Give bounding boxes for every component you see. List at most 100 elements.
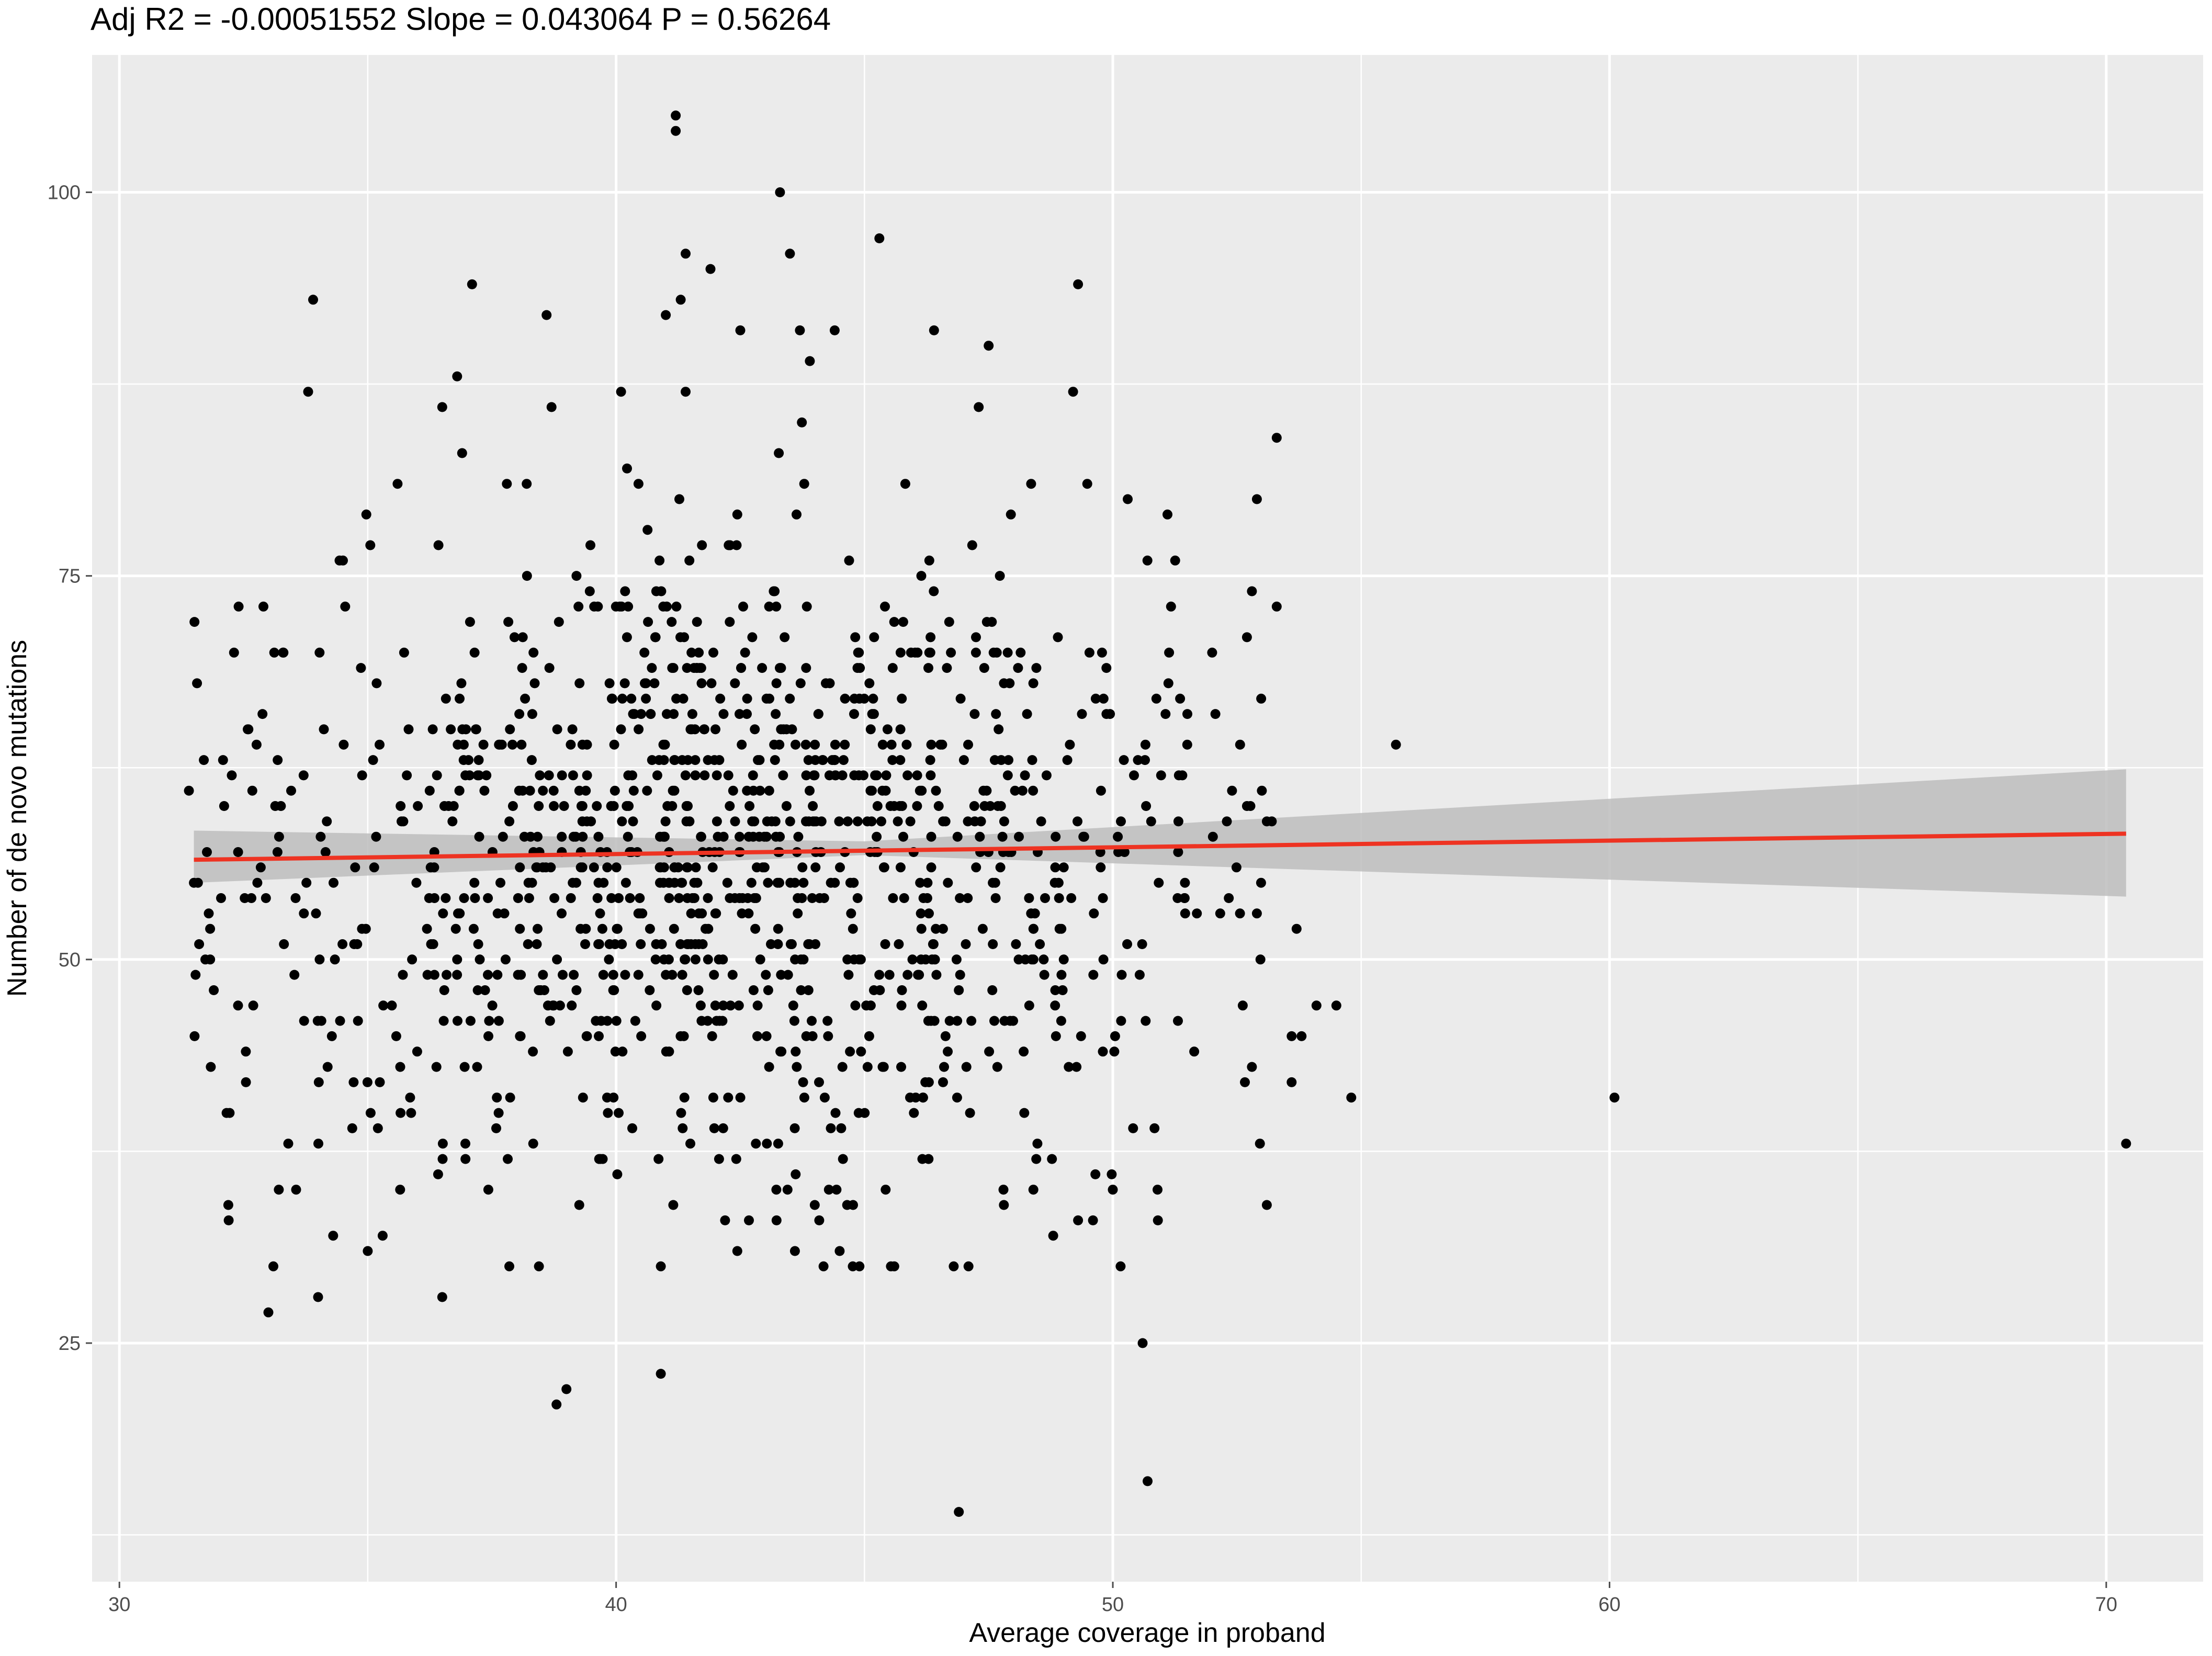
data-point bbox=[1019, 1108, 1030, 1118]
data-point bbox=[709, 1123, 719, 1133]
data-point bbox=[527, 877, 537, 888]
data-point bbox=[450, 923, 461, 934]
data-point bbox=[837, 1062, 848, 1072]
data-point bbox=[472, 985, 483, 995]
data-point bbox=[465, 770, 475, 781]
data-point bbox=[954, 985, 964, 995]
data-point bbox=[548, 785, 559, 796]
data-point bbox=[538, 785, 548, 796]
data-point bbox=[251, 739, 262, 750]
data-point bbox=[709, 970, 719, 980]
data-point bbox=[509, 632, 520, 643]
data-point bbox=[801, 770, 811, 781]
data-point bbox=[574, 678, 585, 689]
data-point bbox=[1245, 801, 1256, 811]
data-point bbox=[926, 862, 936, 873]
data-point bbox=[899, 893, 909, 903]
data-point bbox=[1110, 1031, 1120, 1041]
data-point bbox=[813, 709, 823, 719]
data-point bbox=[792, 1062, 802, 1072]
confidence-band bbox=[194, 769, 2126, 897]
data-point bbox=[810, 755, 820, 765]
data-point bbox=[1048, 1231, 1058, 1241]
data-point bbox=[1076, 1031, 1086, 1041]
data-point bbox=[1116, 816, 1126, 827]
data-point bbox=[984, 1046, 995, 1057]
data-point bbox=[205, 954, 216, 965]
data-point bbox=[1050, 1000, 1060, 1011]
data-point bbox=[831, 1185, 842, 1195]
data-point bbox=[567, 724, 578, 735]
data-point bbox=[694, 908, 704, 919]
data-point bbox=[909, 1108, 919, 1118]
data-point bbox=[1235, 739, 1245, 750]
data-point bbox=[340, 601, 351, 612]
data-point bbox=[246, 893, 256, 903]
data-point bbox=[905, 816, 916, 827]
data-point bbox=[1098, 1046, 1108, 1057]
data-point bbox=[320, 847, 331, 857]
data-point bbox=[439, 985, 449, 995]
data-point bbox=[823, 1185, 834, 1195]
data-point bbox=[353, 1016, 363, 1026]
data-point bbox=[926, 739, 936, 750]
data-point bbox=[963, 816, 973, 827]
data-point bbox=[897, 693, 907, 704]
data-point bbox=[1062, 755, 1073, 765]
data-point bbox=[1098, 693, 1109, 704]
data-point bbox=[1133, 755, 1143, 765]
data-point bbox=[881, 770, 891, 781]
data-point bbox=[842, 816, 853, 827]
data-point bbox=[762, 1139, 772, 1149]
data-point bbox=[1024, 1000, 1034, 1011]
data-point bbox=[193, 877, 203, 888]
data-point bbox=[877, 1062, 888, 1072]
data-point bbox=[1154, 877, 1164, 888]
data-point bbox=[190, 970, 201, 980]
data-point bbox=[1116, 970, 1127, 980]
data-point bbox=[469, 877, 480, 888]
data-point bbox=[678, 1123, 688, 1133]
data-point bbox=[667, 617, 677, 627]
data-point bbox=[602, 862, 613, 873]
data-point bbox=[668, 1200, 679, 1210]
data-point bbox=[1261, 1200, 1272, 1210]
data-point bbox=[469, 647, 480, 658]
data-point bbox=[1056, 1016, 1066, 1026]
data-point bbox=[916, 923, 927, 934]
data-point bbox=[834, 1246, 845, 1256]
data-point bbox=[429, 970, 439, 980]
data-point bbox=[814, 1077, 824, 1087]
data-point bbox=[750, 724, 760, 735]
data-point bbox=[580, 939, 590, 949]
data-point bbox=[620, 586, 630, 596]
data-point bbox=[764, 785, 774, 796]
data-point bbox=[456, 678, 467, 689]
data-point bbox=[740, 647, 750, 658]
data-point bbox=[1051, 1031, 1061, 1041]
data-point bbox=[617, 816, 627, 827]
data-point bbox=[1028, 678, 1039, 689]
data-point bbox=[797, 862, 808, 873]
data-point bbox=[923, 1077, 934, 1087]
data-point bbox=[468, 923, 479, 934]
data-point bbox=[557, 908, 567, 919]
data-point bbox=[472, 1062, 482, 1072]
data-point bbox=[725, 1000, 736, 1011]
data-point bbox=[915, 877, 926, 888]
data-point bbox=[1053, 877, 1064, 888]
data-point bbox=[377, 1231, 388, 1241]
data-point bbox=[884, 970, 895, 980]
data-point bbox=[1005, 1016, 1015, 1026]
data-point bbox=[499, 908, 510, 919]
data-point bbox=[989, 1016, 999, 1026]
data-point bbox=[771, 1215, 782, 1225]
data-point bbox=[675, 939, 686, 949]
data-point bbox=[1082, 479, 1092, 489]
data-point bbox=[634, 724, 644, 735]
data-point bbox=[387, 1000, 397, 1011]
data-point bbox=[924, 908, 934, 919]
data-point bbox=[604, 939, 615, 949]
data-point bbox=[411, 877, 422, 888]
